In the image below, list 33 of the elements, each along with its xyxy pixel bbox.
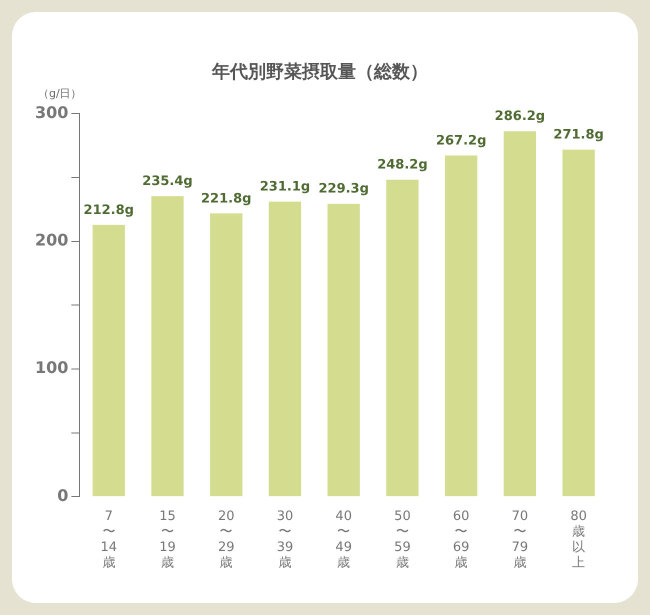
y-tick-label: 100 — [34, 358, 68, 378]
x-tick-label: 70〜79歳 — [512, 508, 528, 571]
bar — [504, 131, 536, 496]
data-label: 229.3g — [318, 182, 369, 197]
bar — [386, 180, 419, 496]
x-tick-label: 7〜14歳 — [100, 508, 118, 571]
x-tick-label: 30〜39歳 — [276, 508, 294, 571]
x-tick-label: 80歳以上 — [570, 508, 587, 571]
bar — [445, 155, 478, 496]
bar — [268, 202, 302, 496]
data-label: 221.8g — [201, 191, 252, 206]
data-label: 231.1g — [260, 179, 310, 194]
x-tick-label: 20〜29歳 — [218, 508, 235, 571]
bar — [328, 204, 360, 496]
data-label: 271.8g — [553, 127, 604, 142]
bar — [92, 224, 125, 496]
bar — [562, 150, 595, 496]
data-label: 212.8g — [84, 202, 134, 218]
data-label: 248.2g — [377, 158, 428, 173]
x-tick-label: 50〜59歳 — [394, 508, 411, 571]
x-tick-label: 40〜49歳 — [335, 508, 352, 571]
y-tick-label: 0 — [57, 486, 68, 505]
data-label: 267.2g — [436, 133, 486, 148]
y-axis-title: （g/日） — [38, 86, 82, 100]
data-label: 286.2g — [494, 109, 546, 124]
y-tick-label: 300 — [34, 102, 68, 122]
x-tick-label: 15〜19歳 — [159, 508, 176, 571]
bar — [151, 196, 184, 496]
y-tick-label: 200 — [34, 230, 68, 250]
x-tick-label: 60〜69歳 — [452, 508, 470, 571]
chart-title: 年代別野菜摂取量（総数） — [211, 61, 428, 82]
bar — [210, 213, 242, 496]
data-label: 235.4g — [142, 174, 193, 189]
